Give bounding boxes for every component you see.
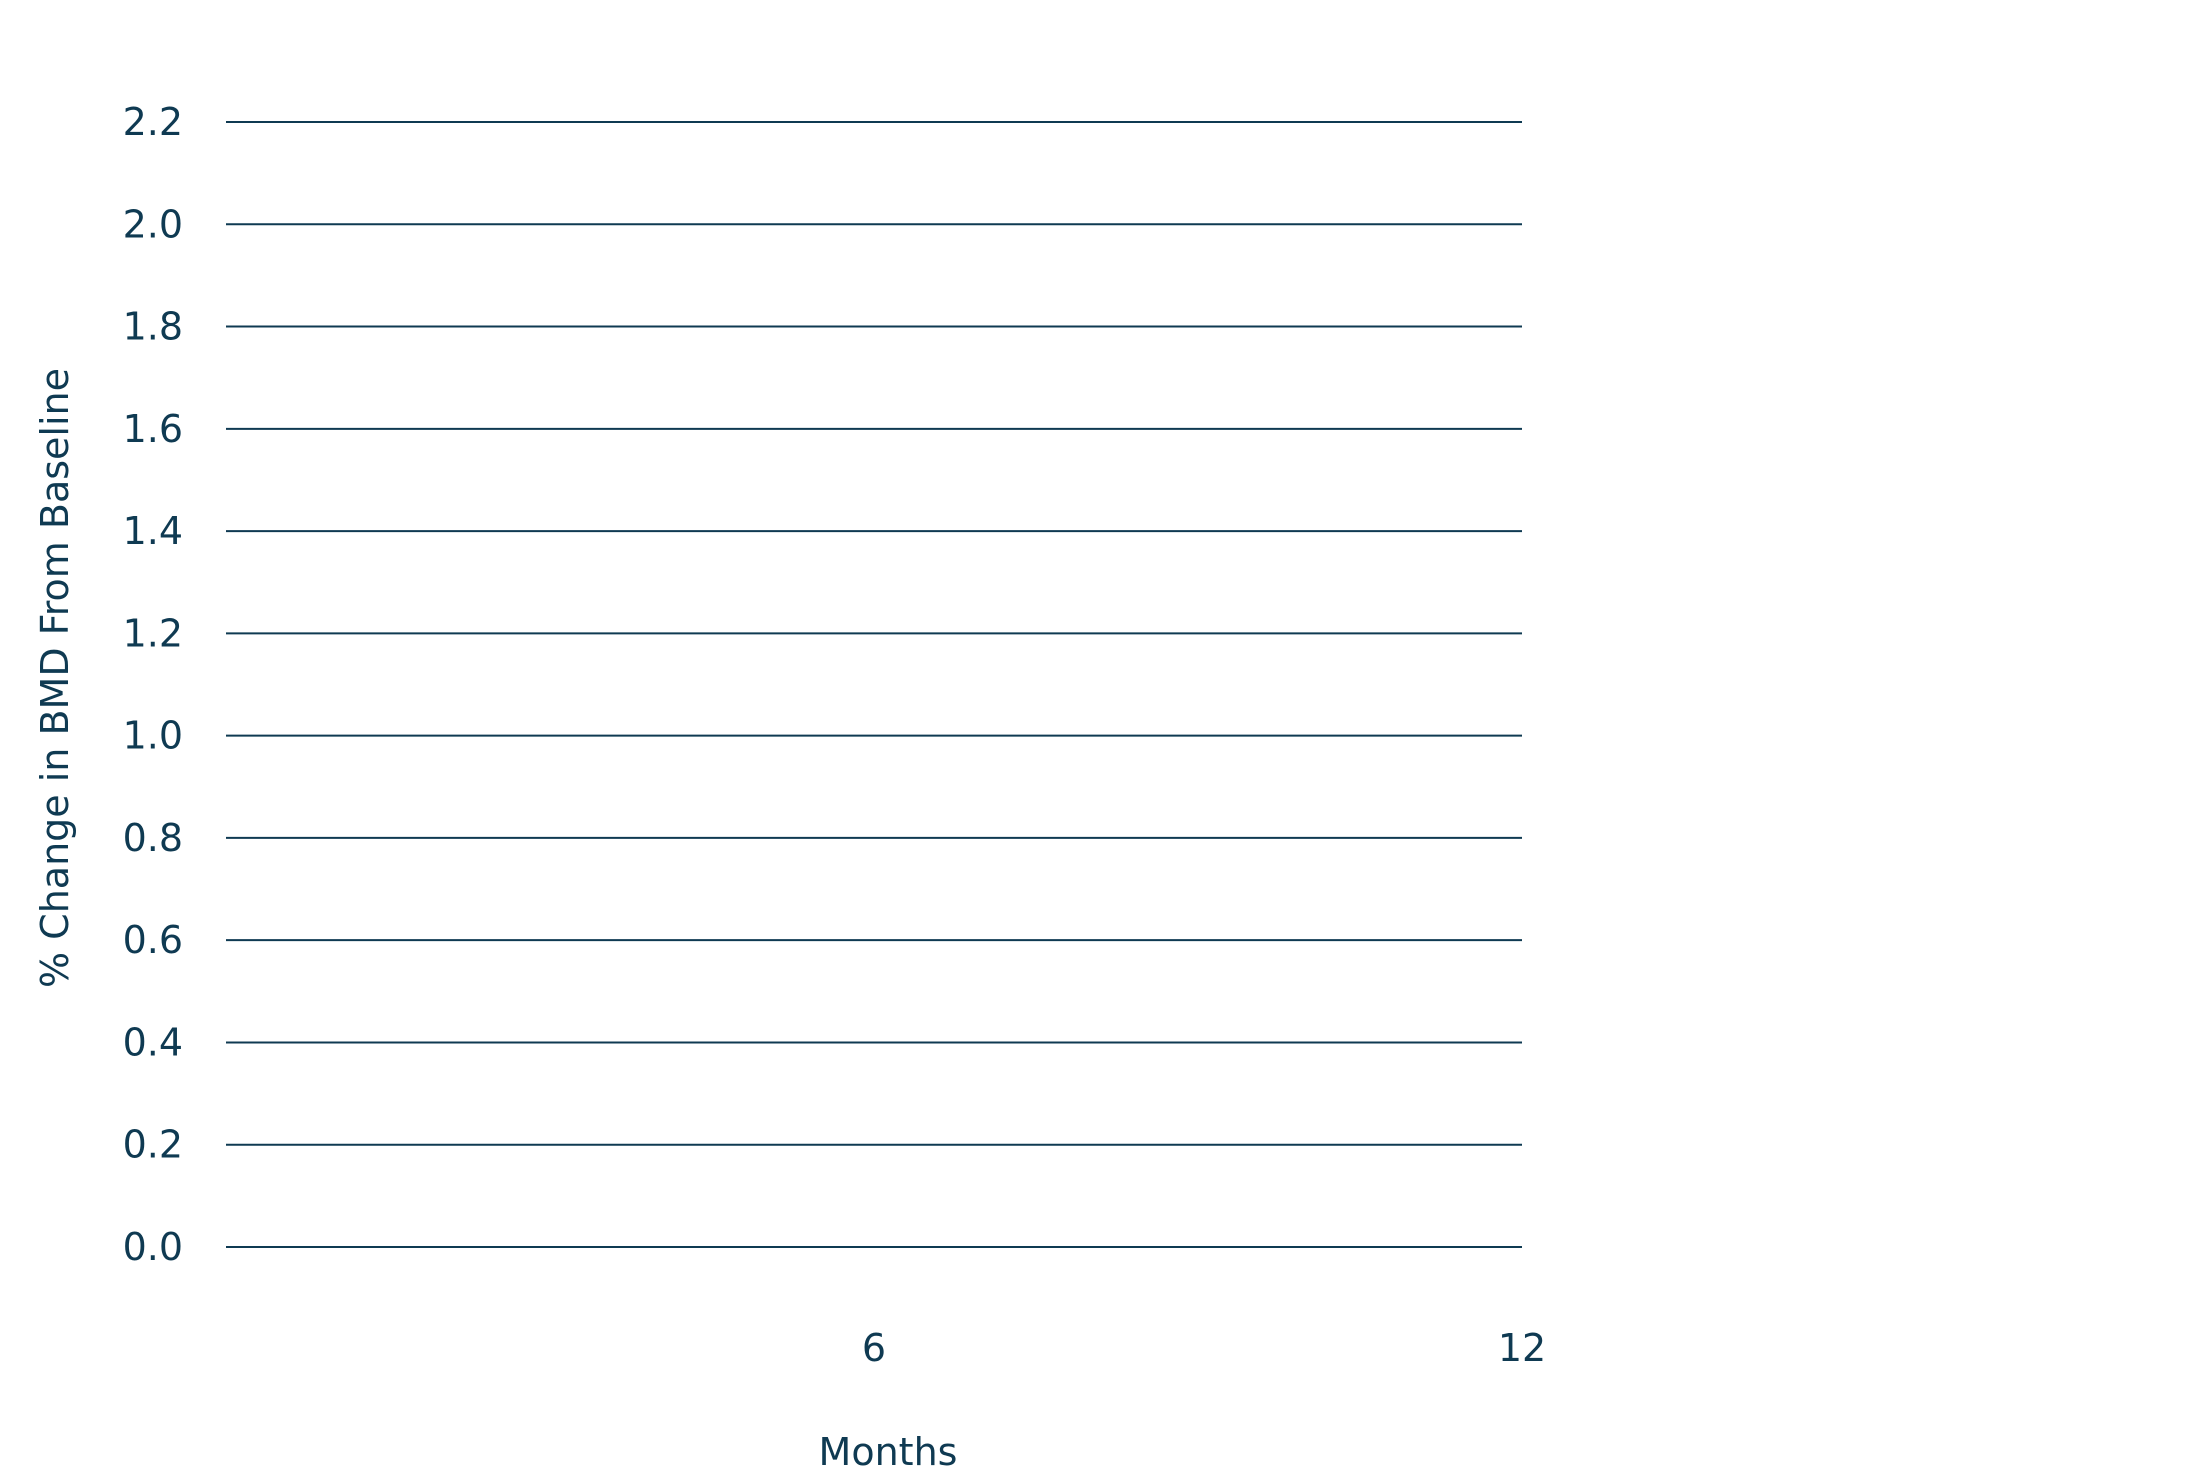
y-tick-label: 0.6: [123, 918, 183, 962]
grid-lines: [226, 121, 1522, 1248]
x-tick-label: 12: [1498, 1326, 1546, 1370]
y-tick-label: 1.8: [123, 305, 183, 349]
y-tick-label: 0.2: [123, 1123, 183, 1167]
y-tick-label: 2.2: [123, 100, 183, 144]
y-tick-label: 1.4: [123, 509, 183, 553]
y-tick-label: 0.8: [123, 816, 183, 860]
y-tick-labels: 0.0 0.2 0.4 0.6 0.8 1.0 1.2 1.4 1.6 1.8 2.0 2.2: [123, 100, 183, 1269]
y-tick-label: 0.4: [123, 1020, 183, 1064]
y-axis-title: % Change in BMD From Baseline: [33, 368, 77, 988]
x-tick-label: 6: [862, 1326, 886, 1370]
x-tick-labels: 6 12: [862, 1326, 1546, 1370]
y-tick-label: 1.0: [123, 714, 183, 758]
y-tick-label: 1.6: [123, 407, 183, 451]
y-tick-label: 0.0: [123, 1225, 183, 1269]
y-tick-label: 2.0: [123, 202, 183, 246]
y-tick-label: 1.2: [123, 611, 183, 655]
x-axis-title: Months: [819, 1430, 958, 1474]
